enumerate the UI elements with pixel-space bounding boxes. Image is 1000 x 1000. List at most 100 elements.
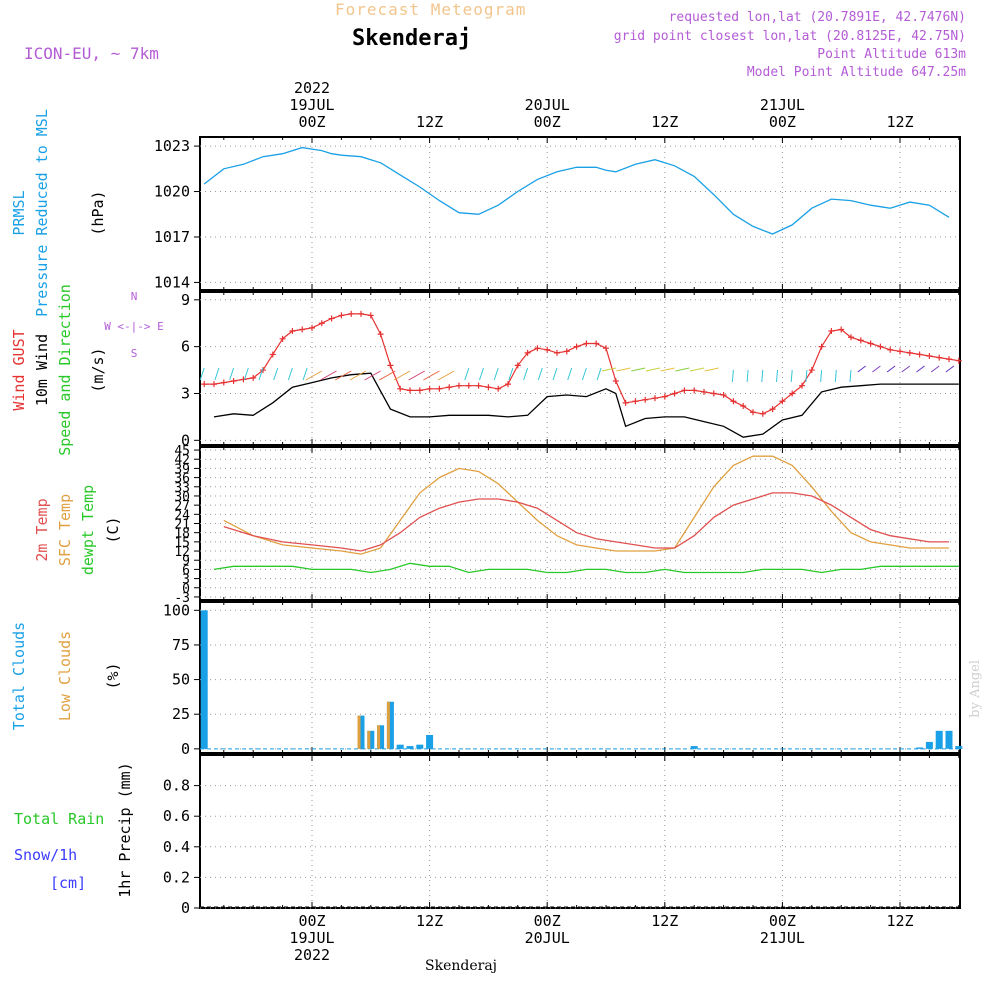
y-tick-label: 18 xyxy=(174,527,190,542)
total-clouds-bar xyxy=(200,610,208,749)
wind-gust-marker xyxy=(906,349,913,356)
y-tick-label: 0 xyxy=(181,899,190,917)
time-label-bottom: 12Z xyxy=(651,912,678,930)
y-tick-label: 0.6 xyxy=(163,807,190,825)
wind-gust-marker xyxy=(220,379,227,386)
wind-direction-arrow xyxy=(493,367,499,381)
wind-gust-marker xyxy=(348,310,355,317)
y-tick-label: 0.2 xyxy=(163,868,190,886)
wind-gust-marker xyxy=(201,381,208,388)
temp-ylabel-3: dewpt Temp xyxy=(79,485,97,575)
wind-gust-marker xyxy=(818,343,825,350)
wind-gust-marker xyxy=(250,374,257,381)
wind-gust-marker xyxy=(269,351,276,358)
wind-direction-arrow xyxy=(567,367,573,381)
wind-direction-arrow xyxy=(820,369,823,383)
temp-ylabel-2: SFC Temp xyxy=(56,494,74,566)
wind-direction-arrow xyxy=(287,367,293,381)
wind-gust-marker xyxy=(642,396,649,403)
wind-direction-arrow xyxy=(334,370,352,381)
wind-direction-arrow xyxy=(776,369,778,383)
pressure-ylabel-3: (hPa) xyxy=(89,190,107,235)
time-label-bottom: 20JUL xyxy=(525,929,570,947)
wind-gust-marker xyxy=(583,340,590,347)
footer-station: Skenderaj xyxy=(425,958,498,974)
wind-gust-marker xyxy=(495,385,502,392)
wind-gust-line xyxy=(204,313,959,415)
wind-gust-marker xyxy=(838,326,845,333)
y-tick-label: 0 xyxy=(181,431,190,449)
wind-gust-marker xyxy=(612,377,619,384)
temp-2m-line xyxy=(223,492,949,552)
time-label-top: 12Z xyxy=(886,113,913,131)
total-clouds-bar xyxy=(955,746,963,749)
wind-direction-arrow xyxy=(805,369,808,383)
temp-ylabel-1: 2m Temp xyxy=(33,498,51,561)
total-clouds-bar xyxy=(945,730,953,749)
wind-direction-arrow xyxy=(229,367,235,381)
y-tick-label: 3 xyxy=(182,573,190,588)
y-tick-label: 39 xyxy=(174,462,190,477)
wind-ylabel-1: Wind GUST xyxy=(10,329,28,410)
wind-gust-marker xyxy=(465,382,472,389)
wind-ylabel-3: Speed and Direction xyxy=(56,284,74,456)
wind-gust-marker xyxy=(740,402,747,409)
time-label-bottom: 00Z xyxy=(298,912,325,930)
wind-direction-arrow xyxy=(834,369,837,383)
wind-gust-marker xyxy=(779,398,786,405)
time-label-top: 2022 xyxy=(294,79,330,97)
wind-direction-arrow xyxy=(731,369,734,383)
time-label-bottom: 12Z xyxy=(886,912,913,930)
wind-gust-marker xyxy=(671,390,678,397)
panel-frame xyxy=(199,291,961,446)
clouds-ylabel-2: Low Clouds xyxy=(56,631,74,721)
time-label-top: 19JUL xyxy=(289,96,334,114)
y-tick-label: 1014 xyxy=(154,273,190,291)
total-clouds-bar xyxy=(396,744,404,749)
time-label-bottom: 19JUL xyxy=(289,929,334,947)
total-clouds-bar xyxy=(925,741,933,749)
wind-direction-arrow xyxy=(479,367,484,381)
time-label-bottom: 00Z xyxy=(769,912,796,930)
wind-gust-marker xyxy=(328,315,335,322)
wind-gust-marker xyxy=(211,381,217,388)
y-tick-label: 75 xyxy=(172,636,190,654)
wind-ylabel-4: (m/s) xyxy=(89,347,107,392)
time-label-top: 21JUL xyxy=(760,96,805,114)
wind-direction-arrow xyxy=(320,370,337,381)
panel-frame xyxy=(199,754,961,909)
wind-gust-marker xyxy=(632,398,639,405)
precip-label-cm: [cm] xyxy=(50,874,86,892)
wind-gust-marker xyxy=(652,395,658,402)
y-tick-label: 24 xyxy=(174,508,190,523)
requested-coordinates: requested lon,lat (20.7891E, 42.7476N) xyxy=(668,10,966,25)
time-label-top: 12Z xyxy=(651,113,678,131)
wind-gust-marker xyxy=(701,388,707,395)
wind-gust-marker xyxy=(299,326,306,333)
wind-gust-marker xyxy=(475,382,482,389)
low-clouds-bar xyxy=(357,715,361,749)
clouds-ylabel-3: (%) xyxy=(104,662,122,689)
y-tick-label: 3 xyxy=(181,384,190,402)
wind-gust-marker xyxy=(426,385,433,392)
y-tick-label: 9 xyxy=(181,291,190,309)
compass-north: N xyxy=(131,290,138,303)
y-tick-label: 1023 xyxy=(154,137,190,155)
time-label-bottom: 2022 xyxy=(294,946,330,964)
wind-gust-marker xyxy=(848,334,854,341)
point-altitude: Point Altitude 613m xyxy=(817,47,966,62)
time-label-top: 12Z xyxy=(416,113,443,131)
compass-west-east: W <-|-> E xyxy=(104,320,164,333)
time-label-top: 00Z xyxy=(769,113,796,131)
wind-speed-line xyxy=(213,372,959,438)
wind-gust-marker xyxy=(289,328,296,335)
wind-gust-marker xyxy=(485,384,492,391)
model-label: ICON-EU, ~ 7km xyxy=(24,44,159,63)
wind-gust-marker xyxy=(416,387,423,394)
wind-gust-marker xyxy=(710,390,717,397)
time-label-top: 20JUL xyxy=(525,96,570,114)
y-tick-label: 36 xyxy=(174,472,190,487)
wind-gust-marker xyxy=(367,312,374,319)
wind-gust-marker xyxy=(230,377,237,384)
wind-direction-arrow xyxy=(423,370,440,381)
